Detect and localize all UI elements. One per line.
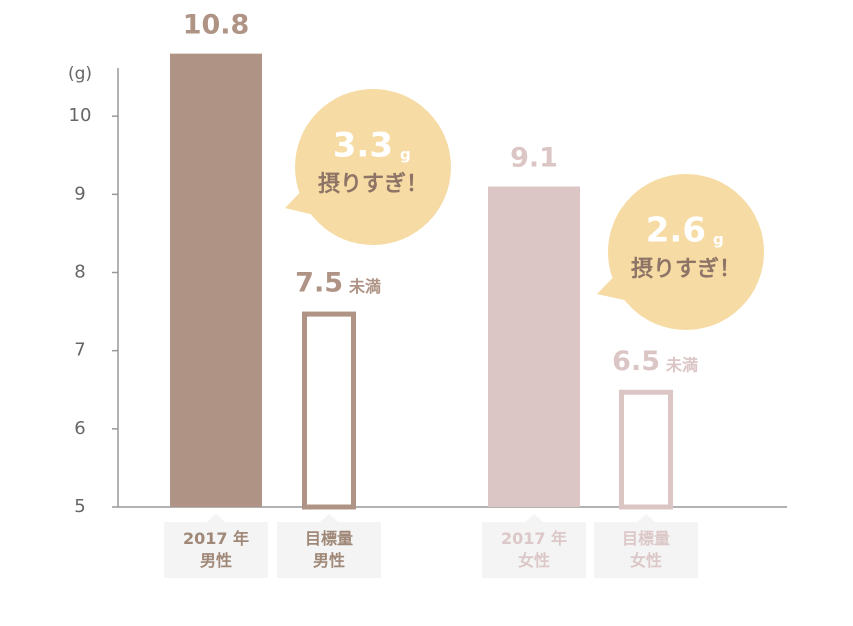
callout-unit: g bbox=[713, 231, 724, 249]
callout-value: 3.3 bbox=[333, 126, 393, 166]
bar bbox=[488, 186, 580, 507]
value-label: 6.5 bbox=[612, 345, 660, 376]
y-tick-label: 6 bbox=[74, 418, 85, 439]
callout-value: 2.6 bbox=[646, 211, 706, 251]
value-number: 7.5 bbox=[295, 267, 343, 298]
bar bbox=[170, 53, 262, 508]
callout bbox=[295, 89, 451, 245]
value-label: 9.1 bbox=[510, 142, 558, 173]
x-tick-label: 目標量 女性 bbox=[594, 514, 698, 578]
callout-unit: g bbox=[400, 146, 411, 164]
x-tick-label: 2017 年 男性 bbox=[164, 514, 268, 578]
callout-text: 摂りすぎ！ bbox=[318, 171, 428, 197]
y-tick-label: 9 bbox=[74, 183, 85, 204]
value-number: 9.1 bbox=[510, 142, 558, 173]
value-number: 6.5 bbox=[612, 345, 660, 376]
callout-text: 摂りすぎ！ bbox=[631, 256, 741, 282]
y-tick-label: 10 bbox=[69, 105, 92, 126]
callout bbox=[608, 174, 764, 330]
bar bbox=[619, 389, 673, 510]
value-label: 7.5 bbox=[295, 267, 343, 298]
y-tick-label: 5 bbox=[74, 496, 85, 517]
bar bbox=[302, 311, 356, 510]
value-suffix: 未満 bbox=[665, 355, 698, 374]
value-suffix: 未満 bbox=[348, 277, 381, 296]
y-tick-label: 8 bbox=[74, 262, 85, 283]
x-tick-label: 目標量 男性 bbox=[277, 514, 381, 578]
y-tick-label: 7 bbox=[74, 340, 85, 361]
y-unit: (g) bbox=[68, 64, 92, 84]
value-label: 10.8 bbox=[183, 9, 250, 40]
x-tick-label: 2017 年 女性 bbox=[482, 514, 586, 578]
value-number: 10.8 bbox=[183, 9, 250, 40]
